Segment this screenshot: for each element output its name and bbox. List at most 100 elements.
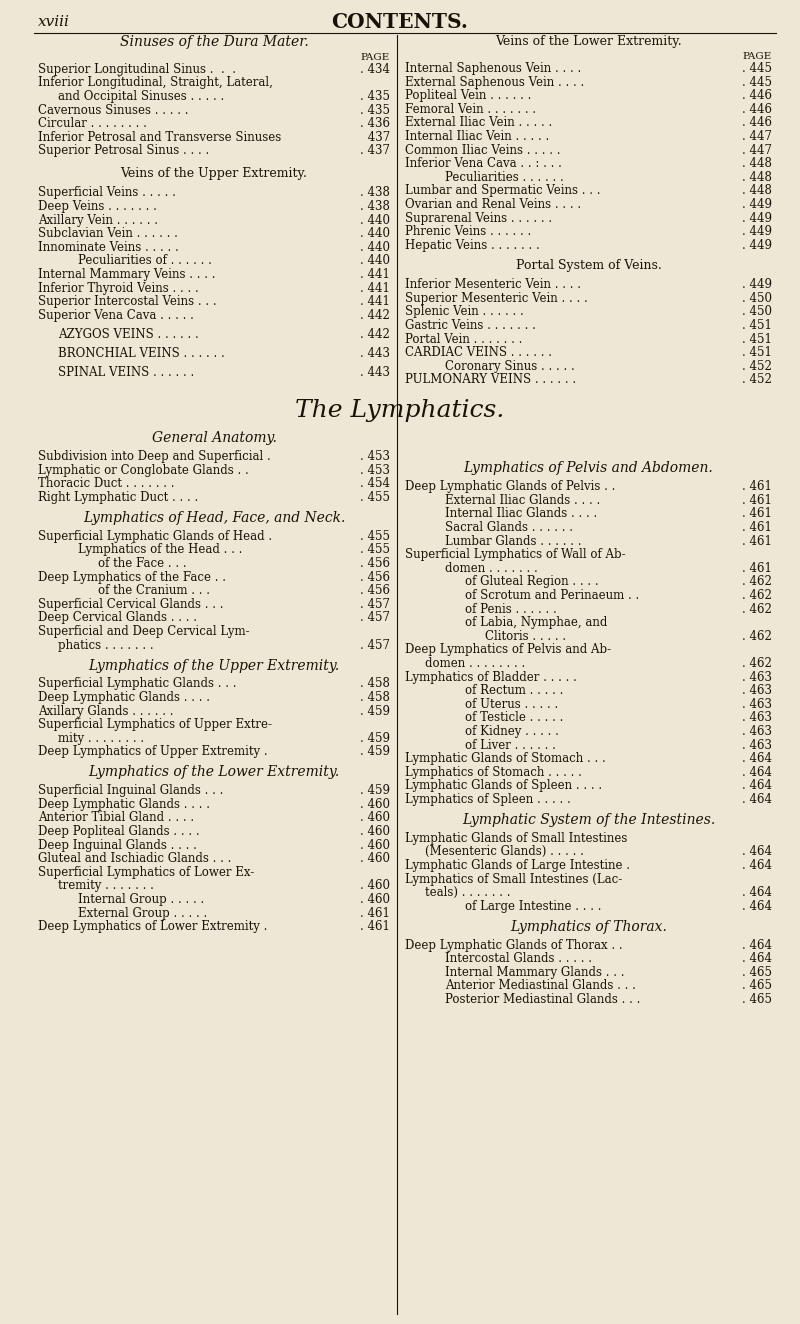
Text: . 461: . 461: [742, 494, 772, 507]
Text: domen . . . . . . . .: domen . . . . . . . .: [425, 657, 526, 670]
Text: . 457: . 457: [360, 612, 390, 625]
Text: Lymphatics of Thorax.: Lymphatics of Thorax.: [510, 920, 667, 933]
Text: Inferior Vena Cava . . : . . .: Inferior Vena Cava . . : . . .: [405, 158, 562, 171]
Text: . 440: . 440: [360, 241, 390, 254]
Text: Internal Saphenous Vein . . . .: Internal Saphenous Vein . . . .: [405, 62, 582, 75]
Text: Lymphatics of the Lower Extremity.: Lymphatics of the Lower Extremity.: [88, 765, 340, 780]
Text: of Liver . . . . . .: of Liver . . . . . .: [465, 739, 556, 752]
Text: of the Face . . .: of the Face . . .: [98, 557, 186, 571]
Text: of Penis . . . . . .: of Penis . . . . . .: [465, 602, 557, 616]
Text: The Lymphatics.: The Lymphatics.: [295, 399, 505, 422]
Text: Deep Lymphatic Glands of Pelvis . .: Deep Lymphatic Glands of Pelvis . .: [405, 481, 615, 494]
Text: . 459: . 459: [360, 784, 390, 797]
Text: External Saphenous Vein . . . .: External Saphenous Vein . . . .: [405, 75, 584, 89]
Text: Inferior Petrosal and Transverse Sinuses: Inferior Petrosal and Transverse Sinuses: [38, 131, 282, 144]
Text: Superficial Lymphatics of Upper Extre-: Superficial Lymphatics of Upper Extre-: [38, 718, 272, 731]
Text: of Uterus . . . . .: of Uterus . . . . .: [465, 698, 558, 711]
Text: . 455: . 455: [360, 543, 390, 556]
Text: . 456: . 456: [360, 557, 390, 571]
Text: . 463: . 463: [742, 726, 772, 737]
Text: Thoracic Duct . . . . . . .: Thoracic Duct . . . . . . .: [38, 478, 174, 490]
Text: . 455: . 455: [360, 491, 390, 504]
Text: Superficial Lymphatics of Lower Ex-: Superficial Lymphatics of Lower Ex-: [38, 866, 254, 879]
Text: External Iliac Glands . . . .: External Iliac Glands . . . .: [445, 494, 600, 507]
Text: Superficial Cervical Glands . . .: Superficial Cervical Glands . . .: [38, 598, 223, 610]
Text: Superficial Inguinal Glands . . .: Superficial Inguinal Glands . . .: [38, 784, 223, 797]
Text: Splenic Vein . . . . . .: Splenic Vein . . . . . .: [405, 306, 524, 319]
Text: Inferior Longitudinal, Straight, Lateral,: Inferior Longitudinal, Straight, Lateral…: [38, 77, 273, 89]
Text: of Large Intestine . . . .: of Large Intestine . . . .: [465, 900, 602, 912]
Text: Portal System of Veins.: Portal System of Veins.: [516, 260, 662, 273]
Text: teals) . . . . . . .: teals) . . . . . . .: [425, 886, 510, 899]
Text: . 461: . 461: [742, 507, 772, 520]
Text: Popliteal Vein . . . . . .: Popliteal Vein . . . . . .: [405, 89, 531, 102]
Text: Phrenic Veins . . . . . .: Phrenic Veins . . . . . .: [405, 225, 531, 238]
Text: . 435: . 435: [360, 103, 390, 117]
Text: . 459: . 459: [360, 732, 390, 745]
Text: of Rectum . . . . .: of Rectum . . . . .: [465, 685, 563, 698]
Text: (Mesenteric Glands) . . . . .: (Mesenteric Glands) . . . . .: [425, 846, 584, 858]
Text: Axillary Vein . . . . . .: Axillary Vein . . . . . .: [38, 213, 158, 226]
Text: Internal Iliac Glands . . . .: Internal Iliac Glands . . . .: [445, 507, 598, 520]
Text: xviii: xviii: [38, 15, 70, 29]
Text: . 443: . 443: [360, 347, 390, 360]
Text: . 464: . 464: [742, 900, 772, 912]
Text: Deep Veins . . . . . . .: Deep Veins . . . . . . .: [38, 200, 157, 213]
Text: Lymphatic Glands of Small Intestines: Lymphatic Glands of Small Intestines: [405, 831, 627, 845]
Text: Inferior Thyroid Veins . . . .: Inferior Thyroid Veins . . . .: [38, 282, 198, 295]
Text: . 440: . 440: [360, 228, 390, 240]
Text: . 446: . 446: [742, 89, 772, 102]
Text: . 458: . 458: [360, 691, 390, 704]
Text: . 449: . 449: [742, 278, 772, 291]
Text: Intercostal Glands . . . . .: Intercostal Glands . . . . .: [445, 952, 592, 965]
Text: . 462: . 462: [742, 589, 772, 602]
Text: . 465: . 465: [742, 993, 772, 1006]
Text: Cavernous Sinuses . . . . .: Cavernous Sinuses . . . . .: [38, 103, 189, 117]
Text: of the Cranium . . .: of the Cranium . . .: [98, 584, 210, 597]
Text: Sinuses of the Dura Mater.: Sinuses of the Dura Mater.: [120, 34, 308, 49]
Text: of Gluteal Region . . . .: of Gluteal Region . . . .: [465, 576, 598, 588]
Text: Portal Vein . . . . . . .: Portal Vein . . . . . . .: [405, 332, 522, 346]
Text: Deep Lymphatic Glands . . . .: Deep Lymphatic Glands . . . .: [38, 691, 210, 704]
Text: . 460: . 460: [360, 892, 390, 906]
Text: Deep Lymphatic Glands of Thorax . .: Deep Lymphatic Glands of Thorax . .: [405, 939, 622, 952]
Text: . 459: . 459: [360, 745, 390, 759]
Text: Veins of the Upper Extremity.: Veins of the Upper Extremity.: [121, 167, 307, 180]
Text: Superior Longitudinal Sinus .  .  .: Superior Longitudinal Sinus . . .: [38, 62, 236, 75]
Text: . 449: . 449: [742, 199, 772, 211]
Text: . 455: . 455: [360, 530, 390, 543]
Text: Innominate Veins . . . . .: Innominate Veins . . . . .: [38, 241, 178, 254]
Text: General Anatomy.: General Anatomy.: [151, 432, 277, 445]
Text: . 442: . 442: [360, 328, 390, 340]
Text: Right Lymphatic Duct . . . .: Right Lymphatic Duct . . . .: [38, 491, 198, 504]
Text: Deep Lymphatic Glands . . . .: Deep Lymphatic Glands . . . .: [38, 798, 210, 810]
Text: Superficial Lymphatic Glands . . .: Superficial Lymphatic Glands . . .: [38, 678, 237, 690]
Text: Lumbar and Spermatic Veins . . .: Lumbar and Spermatic Veins . . .: [405, 184, 601, 197]
Text: . 438: . 438: [360, 187, 390, 200]
Text: SPINAL VEINS . . . . . .: SPINAL VEINS . . . . . .: [58, 365, 194, 379]
Text: . 450: . 450: [742, 291, 772, 305]
Text: Deep Lymphatics of Pelvis and Ab-: Deep Lymphatics of Pelvis and Ab-: [405, 643, 611, 657]
Text: . 461: . 461: [742, 535, 772, 548]
Text: Lymphatics of Stomach . . . . .: Lymphatics of Stomach . . . . .: [405, 765, 582, 779]
Text: Internal Mammary Glands . . .: Internal Mammary Glands . . .: [445, 965, 625, 978]
Text: Deep Popliteal Glands . . . .: Deep Popliteal Glands . . . .: [38, 825, 200, 838]
Text: Superficial Lymphatics of Wall of Ab-: Superficial Lymphatics of Wall of Ab-: [405, 548, 626, 561]
Text: . 462: . 462: [742, 657, 772, 670]
Text: . 447: . 447: [742, 130, 772, 143]
Text: . 460: . 460: [360, 798, 390, 810]
Text: AZYGOS VEINS . . . . . .: AZYGOS VEINS . . . . . .: [58, 328, 198, 340]
Text: Hepatic Veins . . . . . . .: Hepatic Veins . . . . . . .: [405, 238, 540, 252]
Text: . 462: . 462: [742, 602, 772, 616]
Text: Subclavian Vein . . . . . .: Subclavian Vein . . . . . .: [38, 228, 178, 240]
Text: . 464: . 464: [742, 793, 772, 806]
Text: . 460: . 460: [360, 838, 390, 851]
Text: . 451: . 451: [742, 332, 772, 346]
Text: Deep Lymphatics of Upper Extremity .: Deep Lymphatics of Upper Extremity .: [38, 745, 268, 759]
Text: . 464: . 464: [742, 765, 772, 779]
Text: Sacral Glands . . . . . .: Sacral Glands . . . . . .: [445, 522, 573, 534]
Text: . 463: . 463: [742, 711, 772, 724]
Text: of Testicle . . . . .: of Testicle . . . . .: [465, 711, 563, 724]
Text: . 448: . 448: [742, 184, 772, 197]
Text: of Labia, Nymphae, and: of Labia, Nymphae, and: [465, 616, 607, 629]
